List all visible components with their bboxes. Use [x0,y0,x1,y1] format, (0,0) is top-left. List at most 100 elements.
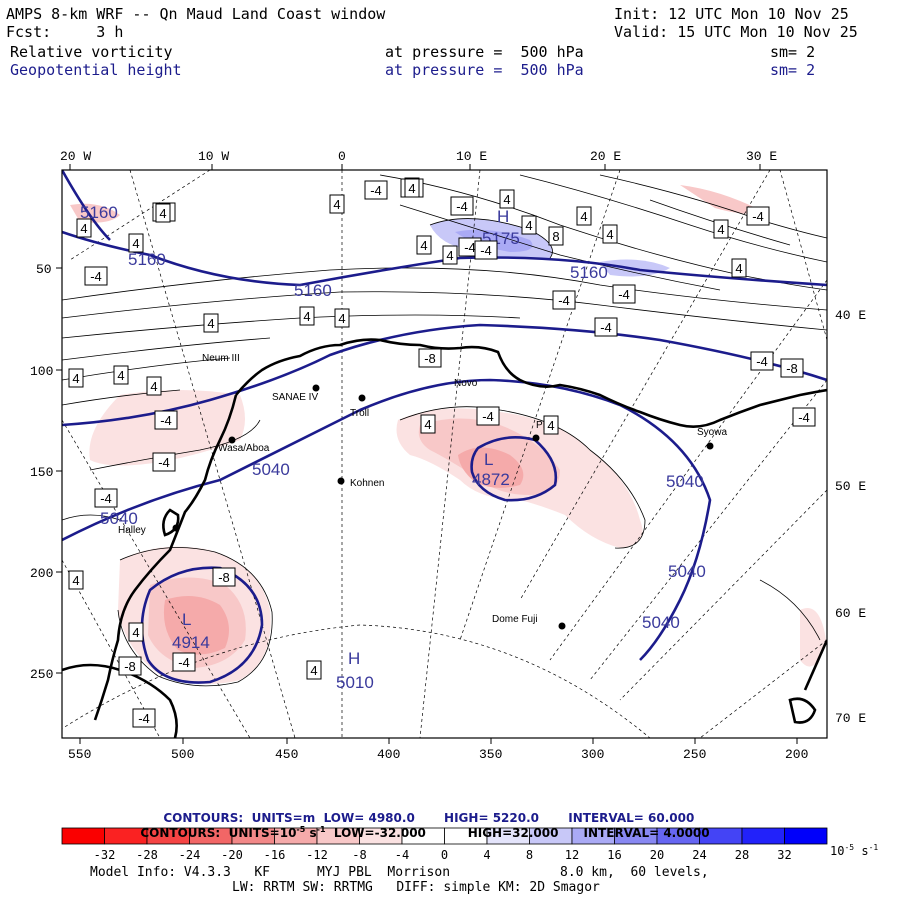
colorbar-tick-label: -8 [352,848,367,862]
y-tick-150: 150 [30,465,53,480]
colorbar-tick-label: 16 [607,848,622,862]
forecast-hour: Fcst: 3 h [6,23,124,41]
vorticity-value-box: 4 [299,306,315,326]
colorbar-swatch [741,827,785,845]
vorticity-value-box: 4 [404,178,420,198]
cbar-unit-exp: -5 [844,843,855,852]
colorbar-tick-label: 12 [564,848,580,862]
vorticity-value-box: -4 [172,652,196,672]
low-center: L [484,450,493,469]
svg-text:4: 4 [132,236,139,251]
svg-text:4: 4 [72,573,79,588]
lon-label-30e: 30 E [746,149,777,164]
svg-text:4: 4 [303,309,310,324]
height-label: 5160 [294,281,332,300]
vorticity-value-box: -4 [364,180,388,200]
svg-text:-8: -8 [786,361,798,376]
vorticity-value-box: 4 [203,313,219,333]
vorticity-value-box: 4 [334,308,350,328]
svg-text:4: 4 [446,248,453,263]
y-tick-50: 50 [36,262,52,277]
svg-text:-4: -4 [90,269,102,284]
svg-text:-8: -8 [124,659,136,674]
vorticity-value-box: 4 [146,376,162,396]
svg-text:4: 4 [80,221,87,236]
station-troll: Troll [350,408,369,419]
vorticity-value-box: 4 [128,233,144,253]
vorticity-contour-info: CONTOURS: UNITS=10-5 s-1 LOW=-32.000 HIG… [132,811,709,840]
height-label: 5040 [668,562,706,581]
vorticity-value-box: 4 [128,622,144,642]
vorticity-value-box: -4 [746,206,770,226]
y-tick-100: 100 [30,364,53,379]
height-high-label: HIGH= [444,811,489,825]
cbar-unit-exp2: -1 [868,843,879,852]
svg-text:4: 4 [606,227,613,242]
svg-text:4: 4 [525,218,532,233]
vort-interval-label: INTERVAL= [583,826,660,840]
colorbar-tick-label: -28 [136,848,158,862]
svg-text:4: 4 [338,311,345,326]
colorbar-tick-label: -20 [221,848,243,862]
vort-units-s: s [305,826,317,840]
colorbar-tick-label: 28 [734,848,750,862]
lon-label-50e: 50 E [835,479,866,494]
vorticity-value-box: -4 [792,407,816,427]
svg-text:4: 4 [150,379,157,394]
svg-text:8: 8 [552,229,559,244]
svg-text:-4: -4 [178,655,190,670]
axis-ticks [56,164,798,744]
vorticity-value-box: 4 [442,245,458,265]
station-dot-pe [532,434,540,442]
lon-label-20e: 20 E [590,149,621,164]
svg-text:-4: -4 [160,413,172,428]
vort-high: 32.000 [512,826,559,840]
vorticity-value-box: 4 [416,235,432,255]
vorticity-value-box: 4 [499,189,515,209]
height-label: 5040 [100,509,138,528]
map-frame [61,169,828,739]
svg-text:4: 4 [159,206,166,221]
colorbar-tick-label: -12 [306,848,328,862]
svg-text:4: 4 [420,238,427,253]
low-center: L [182,610,191,629]
svg-text:-4: -4 [464,240,476,255]
colorbar-tick-label: 8 [525,848,534,862]
svg-text:4: 4 [424,417,431,432]
vort-units-exp2: -1 [316,825,326,834]
x-tick-450: 450 [275,747,298,762]
y-tick-250: 250 [30,667,53,682]
svg-text:4: 4 [580,209,587,224]
svg-text:4: 4 [717,222,724,237]
svg-text:-4: -4 [456,199,468,214]
svg-text:4: 4 [310,663,317,678]
lon-label-10e: 10 E [456,149,487,164]
height-label: 5040 [642,613,680,632]
colorbar-swatch [784,827,828,845]
vorticity-value-box: 4 [521,215,537,235]
x-tick-300: 300 [581,747,604,762]
svg-text:-8: -8 [424,351,436,366]
colorbar-swatch [61,827,105,845]
field1-smoothing: sm= 2 [770,43,816,61]
svg-text:-8: -8 [218,570,230,585]
vorticity-value-box: -4 [612,284,636,304]
cbar-unit-base: 10 [830,844,845,858]
svg-text:-4: -4 [100,491,112,506]
station-markers [172,384,714,630]
height-label: 5160 [80,203,118,222]
vort-units-label: CONTOURS: UNITS=10 [140,826,297,840]
vorticity-value-box: 4 [155,203,171,223]
svg-text:-4: -4 [558,293,570,308]
svg-text:-4: -4 [618,287,630,302]
station-dot-sanae [312,384,320,392]
svg-text:-4: -4 [756,354,768,369]
svg-text:-4: -4 [752,209,764,224]
station-pe: PE [536,420,550,431]
vorticity-value-box: -8 [212,567,236,587]
x-tick-500: 500 [171,747,194,762]
field1-level: at pressure = 500 hPa [385,43,584,61]
station-dot-domefuji [558,622,566,630]
station-dot-troll [358,394,366,402]
